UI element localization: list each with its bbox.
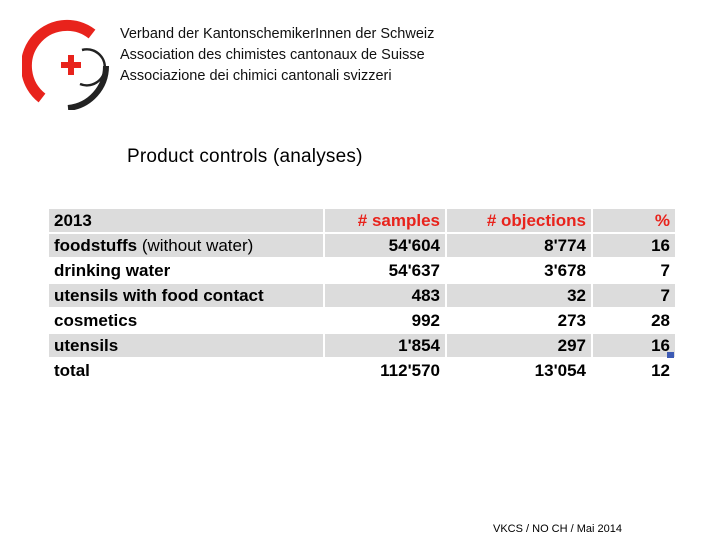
table-row: cosmetics 992 273 28 xyxy=(47,307,677,334)
row-objections: 297 xyxy=(445,332,593,359)
row-percent: 7 xyxy=(591,257,677,284)
table-row: utensils with food contact 483 32 7 xyxy=(47,282,677,309)
row-objections: 32 xyxy=(445,282,593,309)
row-label-note: (without water) xyxy=(137,235,254,255)
row-label: cosmetics xyxy=(47,307,325,334)
header-objections: # objections xyxy=(445,207,593,234)
organization-name-italian: Associazione dei chimici cantonali svizz… xyxy=(120,68,392,84)
row-label: foodstuffs (without water) xyxy=(47,232,325,259)
row-label: utensils xyxy=(47,332,325,359)
row-samples: 483 xyxy=(323,282,447,309)
table-header-row: 2013 # samples # objections % xyxy=(47,207,677,234)
slide-title: Product controls (analyses) xyxy=(127,146,363,167)
table-total-row: total 112'570 13'054 12 xyxy=(47,357,677,384)
row-objections: 13'054 xyxy=(445,357,593,384)
header-percent: % xyxy=(591,207,677,234)
row-label-text: utensils with food contact xyxy=(54,285,264,305)
organization-name-french: Association des chimistes cantonaux de S… xyxy=(120,47,425,63)
header-year: 2013 xyxy=(47,207,325,234)
row-percent: 16 xyxy=(591,332,677,359)
row-samples: 992 xyxy=(323,307,447,334)
row-samples: 112'570 xyxy=(323,357,447,384)
row-percent: 16 xyxy=(591,232,677,259)
row-objections: 8'774 xyxy=(445,232,593,259)
row-percent: 7 xyxy=(591,282,677,309)
row-label: drinking water xyxy=(47,257,325,284)
row-label-text: total xyxy=(54,360,90,380)
row-samples: 1'854 xyxy=(323,332,447,359)
table-row: foodstuffs (without water) 54'604 8'774 … xyxy=(47,232,677,259)
row-label: total xyxy=(47,357,325,384)
row-samples: 54'637 xyxy=(323,257,447,284)
row-label: utensils with food contact xyxy=(47,282,325,309)
row-percent: 12 xyxy=(591,357,677,384)
row-objections: 3'678 xyxy=(445,257,593,284)
header-samples: # samples xyxy=(323,207,447,234)
table-row: utensils 1'854 297 16 xyxy=(47,332,677,359)
table-corner-marker xyxy=(667,352,674,358)
swiss-cross-logo-icon xyxy=(20,19,110,111)
row-label-text: utensils xyxy=(54,335,119,355)
row-samples: 54'604 xyxy=(323,232,447,259)
organization-names: Verband der KantonschemikerInnen der Sch… xyxy=(120,24,434,87)
table-row: drinking water 54'637 3'678 7 xyxy=(47,257,677,284)
row-label-text: drinking water xyxy=(54,260,171,280)
vkcs-logo xyxy=(20,18,110,111)
slide-footer: VKCS / NO CH / Mai 2014 xyxy=(493,523,622,535)
row-percent: 28 xyxy=(591,307,677,334)
row-objections: 273 xyxy=(445,307,593,334)
row-label-text: foodstuffs xyxy=(54,235,138,255)
product-controls-table: 2013 # samples # objections % foodstuffs… xyxy=(47,207,677,384)
row-label-text: cosmetics xyxy=(54,310,138,330)
organization-name-german: Verband der KantonschemikerInnen der Sch… xyxy=(120,26,435,42)
